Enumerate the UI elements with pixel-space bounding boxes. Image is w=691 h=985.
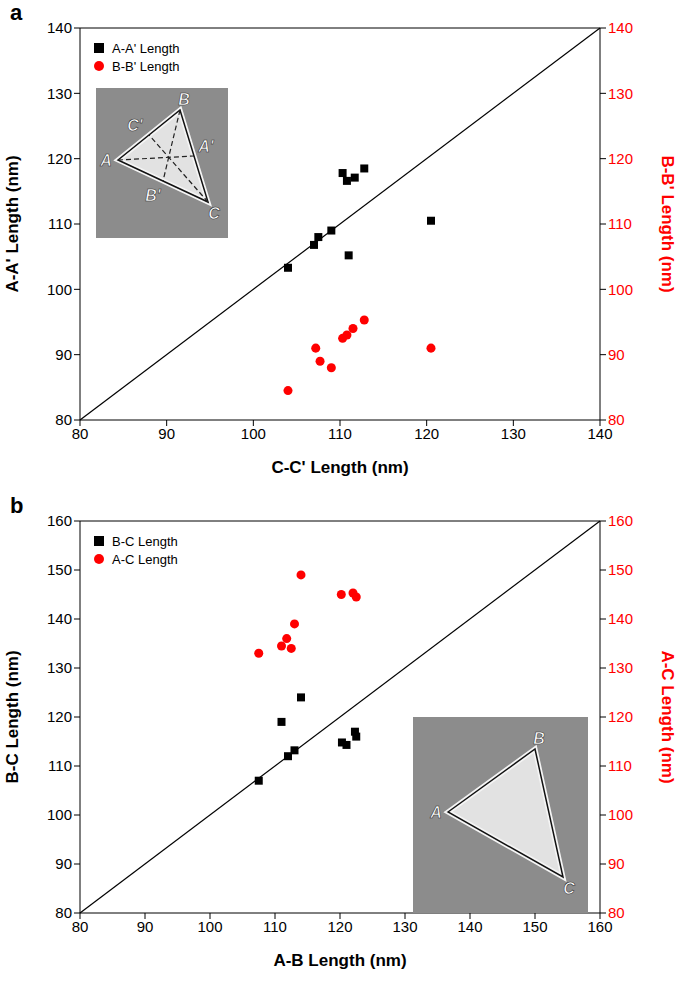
- html-text:A-C Length: A-C Length: [112, 551, 178, 567]
- svg-text:100: 100: [241, 425, 266, 442]
- svg-text:140: 140: [608, 19, 633, 36]
- svg-text:C': C': [127, 117, 144, 134]
- svg-text:130: 130: [47, 659, 72, 676]
- svg-text:130: 130: [608, 85, 633, 102]
- svg-text:C: C: [208, 205, 220, 222]
- svg-text:90: 90: [608, 346, 625, 363]
- svg-text:90: 90: [608, 855, 625, 872]
- svg-text:B-C Length (nm): B-C Length (nm): [3, 650, 22, 783]
- svg-text:140: 140: [587, 424, 613, 442]
- svg-text:110: 110: [263, 918, 287, 935]
- svg-text:140: 140: [608, 610, 633, 627]
- svg-text:80: 80: [55, 904, 72, 921]
- svg-text:150: 150: [608, 561, 633, 578]
- svg-text:160: 160: [587, 917, 613, 935]
- svg-text:90: 90: [55, 346, 72, 363]
- svg-text:90: 90: [55, 855, 72, 872]
- svg-text:A-B Length (nm): A-B Length (nm): [273, 951, 406, 970]
- svg-text:110: 110: [48, 757, 72, 774]
- svg-text:140: 140: [47, 19, 72, 36]
- svg-text:C: C: [563, 880, 575, 897]
- svg-text:150: 150: [47, 561, 72, 578]
- svg-text:A': A': [197, 138, 215, 155]
- svg-text:120: 120: [47, 708, 72, 725]
- svg-text:130: 130: [501, 425, 526, 442]
- svg-text:100: 100: [608, 281, 633, 298]
- html-text:b: b: [10, 493, 24, 518]
- svg-text:100: 100: [47, 281, 72, 298]
- svg-text:120: 120: [608, 150, 633, 167]
- svg-text:90: 90: [137, 918, 154, 935]
- svg-text:90: 90: [158, 425, 175, 442]
- html-text:a: a: [10, 0, 23, 25]
- svg-text:B-B' Length (nm): B-B' Length (nm): [658, 155, 677, 292]
- svg-text:A-C Length (nm): A-C Length (nm): [658, 650, 677, 783]
- svg-text:120: 120: [47, 150, 72, 167]
- svg-text:130: 130: [608, 659, 633, 676]
- svg-text:C-C' Length (nm): C-C' Length (nm): [271, 458, 408, 477]
- svg-text:110: 110: [328, 425, 352, 442]
- svg-text:110: 110: [608, 215, 632, 232]
- svg-text:140: 140: [47, 610, 72, 627]
- svg-text:150: 150: [522, 918, 547, 935]
- svg-text:100: 100: [608, 806, 633, 823]
- svg-text:140: 140: [457, 918, 482, 935]
- svg-text:80: 80: [72, 918, 89, 935]
- svg-text:B': B': [145, 187, 162, 204]
- svg-text:80: 80: [55, 411, 72, 428]
- html-text:B-B' Length: B-B' Length: [112, 58, 180, 74]
- svg-text:120: 120: [608, 708, 633, 725]
- svg-text:B: B: [178, 91, 190, 108]
- svg-text:80: 80: [608, 904, 625, 921]
- svg-text:B: B: [533, 730, 545, 747]
- svg-text:80: 80: [608, 411, 625, 428]
- svg-text:130: 130: [392, 918, 417, 935]
- svg-text:A-A' Length (nm): A-A' Length (nm): [3, 155, 22, 292]
- svg-text:80: 80: [72, 425, 89, 442]
- svg-text:160: 160: [608, 512, 633, 529]
- svg-text:120: 120: [414, 425, 439, 442]
- svg-text:100: 100: [47, 806, 72, 823]
- html-text:B-C Length: B-C Length: [112, 533, 178, 549]
- svg-text:A: A: [99, 152, 112, 169]
- svg-text:110: 110: [48, 215, 72, 232]
- svg-text:110: 110: [608, 757, 632, 774]
- svg-text:100: 100: [197, 918, 222, 935]
- svg-text:130: 130: [47, 85, 72, 102]
- svg-text:120: 120: [327, 918, 352, 935]
- svg-text:A: A: [429, 804, 442, 821]
- html-text:A-A' Length: A-A' Length: [112, 40, 180, 56]
- svg-text:160: 160: [47, 512, 72, 529]
